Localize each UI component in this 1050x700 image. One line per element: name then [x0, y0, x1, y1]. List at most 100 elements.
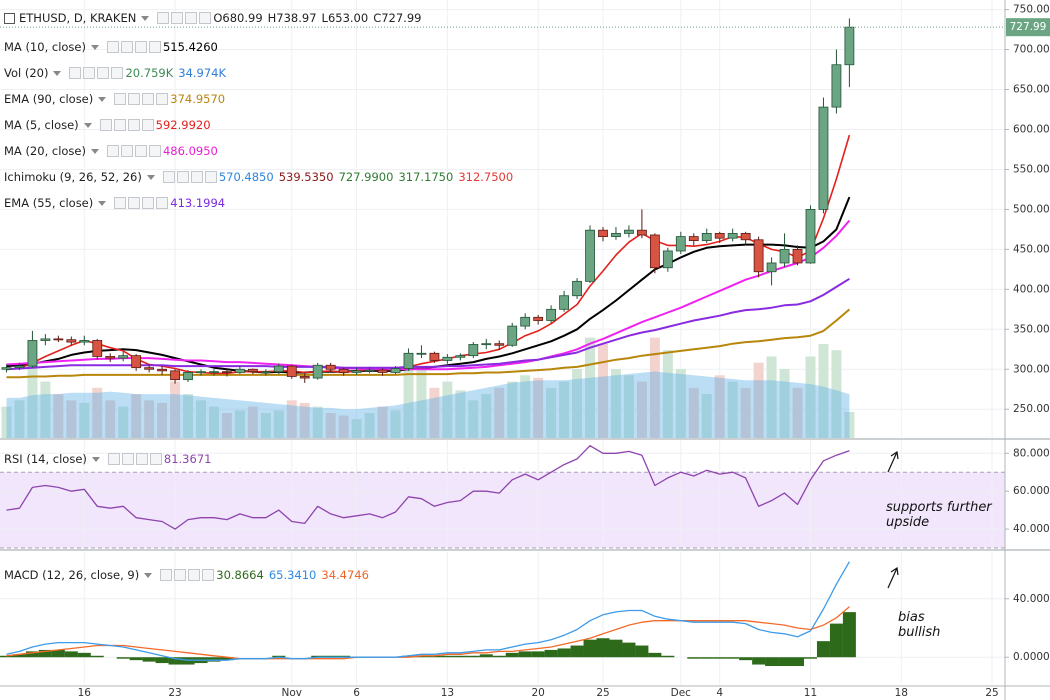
- histogram-bar: [803, 657, 817, 659]
- x-tick-label: 6: [353, 687, 360, 699]
- volume-bar: [507, 381, 518, 438]
- candle-body: [662, 250, 673, 269]
- volume-bar: [585, 337, 596, 438]
- histogram-bar: [829, 623, 843, 658]
- histogram-bar: [51, 649, 65, 658]
- candle-body: [273, 365, 284, 373]
- volume-bar: [286, 400, 297, 438]
- volume-ma-area: [6, 371, 850, 438]
- volume-bar: [170, 381, 181, 438]
- histogram-bar: [661, 655, 675, 658]
- candle-body: [338, 368, 349, 373]
- volume-bar: [623, 375, 634, 438]
- candle-body: [753, 239, 764, 273]
- y-tick-label: 0.0000: [1013, 651, 1050, 663]
- candle-body: [79, 340, 90, 343]
- volume-bar: [740, 387, 751, 438]
- histogram-bar: [700, 657, 714, 659]
- volume-bar: [818, 343, 829, 438]
- price-tag-label: 727.99: [1010, 21, 1047, 33]
- y-tick-label: 400.00: [1013, 283, 1050, 295]
- x-tick-label: 18: [895, 687, 908, 699]
- volume-bar: [792, 387, 803, 438]
- histogram-bar: [596, 638, 610, 658]
- histogram-bar: [518, 651, 532, 658]
- candle-body: [53, 338, 64, 341]
- volume-bar: [766, 356, 777, 438]
- histogram-bar: [778, 657, 792, 666]
- y-tick-label: 500.00: [1013, 203, 1050, 215]
- x-tick-label: 23: [168, 687, 181, 699]
- y-tick-label: 550.00: [1013, 163, 1050, 175]
- volume-bar: [844, 411, 855, 438]
- candle-body: [468, 344, 479, 357]
- volume-bar: [144, 400, 155, 438]
- histogram-bar: [726, 657, 740, 659]
- x-tick-label: Nov: [282, 687, 303, 699]
- volume-bar: [442, 381, 453, 438]
- candle-body: [403, 352, 414, 369]
- volume-bar: [572, 369, 583, 438]
- volume-bar: [429, 387, 440, 438]
- x-tick-label: 13: [441, 687, 454, 699]
- volume-bar: [779, 369, 790, 438]
- histogram-bar: [492, 655, 506, 658]
- candle-body: [325, 364, 336, 370]
- volume-bar: [221, 412, 232, 438]
- histogram-bar: [12, 654, 26, 658]
- candle-body: [66, 339, 77, 343]
- volume-bar: [1, 406, 12, 438]
- candle-body: [377, 369, 388, 373]
- candle-body: [157, 368, 167, 372]
- volume-bar: [92, 387, 103, 438]
- histogram-bar: [842, 612, 856, 658]
- x-tick-label: 16: [78, 687, 92, 699]
- arrow-head: [890, 566, 899, 576]
- volume-bar: [364, 412, 375, 438]
- candle-body: [390, 368, 401, 373]
- volume-bar: [610, 369, 621, 438]
- macd-line: [6, 561, 850, 661]
- candle-body: [779, 248, 790, 264]
- candle-body: [235, 368, 245, 373]
- candle-body: [351, 370, 362, 373]
- candle-body: [481, 343, 492, 346]
- volume-bar: [403, 362, 414, 438]
- candle-body: [675, 236, 686, 252]
- histogram-bar: [687, 657, 701, 659]
- histogram-bar: [570, 645, 584, 658]
- histogram-bar: [142, 657, 156, 662]
- candle-body: [494, 343, 505, 346]
- candle-body: [312, 364, 323, 379]
- histogram-bar: [401, 655, 415, 658]
- histogram-bar: [609, 639, 623, 658]
- candle-body: [1, 367, 12, 370]
- indicator-line: [6, 134, 851, 375]
- volume-bar: [234, 410, 245, 438]
- histogram-bar: [544, 649, 558, 658]
- candle-body: [416, 352, 427, 355]
- volume-bar: [390, 410, 401, 438]
- histogram-bar: [25, 651, 39, 658]
- y-tick-label: 60.0000: [1013, 485, 1050, 497]
- histogram-bar: [479, 654, 493, 658]
- volume-bar: [260, 412, 271, 438]
- candle-body: [805, 209, 816, 264]
- volume-bar: [157, 402, 168, 438]
- candle-body: [118, 355, 129, 359]
- histogram-bar: [155, 657, 169, 664]
- volume-bar: [727, 381, 738, 438]
- candle-body: [792, 248, 803, 264]
- volume-bar: [494, 387, 505, 438]
- candle-body: [624, 229, 634, 234]
- volume-bar: [416, 369, 427, 438]
- histogram-bar: [337, 655, 351, 658]
- annotation-arrows: [887, 450, 899, 589]
- y-tick-label: 650.00: [1013, 84, 1050, 96]
- histogram-bar: [64, 651, 78, 658]
- histogram-bar: [765, 657, 779, 666]
- volume-bar: [208, 406, 219, 438]
- histogram-bar: [220, 657, 234, 661]
